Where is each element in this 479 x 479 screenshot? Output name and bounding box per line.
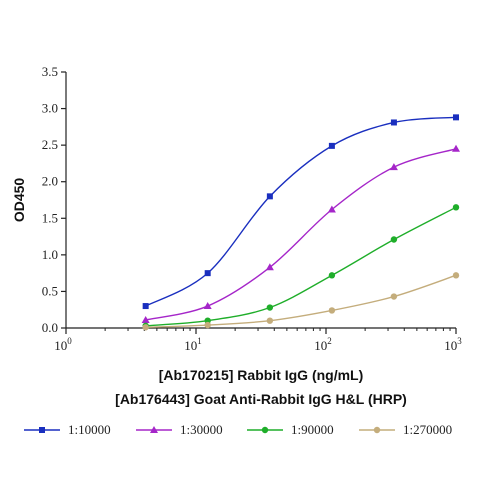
data-point (390, 236, 398, 243)
data-point (452, 272, 460, 279)
x-tick-base: 10 (314, 338, 327, 353)
x-tick-exponent: 1 (197, 336, 202, 346)
x-tick-label: 101 (184, 336, 202, 353)
y-axis-title: OD450 (11, 178, 27, 223)
y-tick-label: 2.5 (42, 137, 58, 152)
series-line-4 (145, 274, 457, 328)
series-line-2 (145, 148, 457, 321)
data-point (390, 293, 398, 300)
data-point (142, 303, 149, 310)
legend-item-3: 1:90000 (247, 422, 334, 437)
legend-label: 1:30000 (180, 422, 223, 437)
data-point (390, 119, 397, 126)
x-tick-exponent: 3 (457, 336, 462, 346)
data-point (266, 304, 274, 311)
data-point (327, 205, 336, 213)
y-tick-label: 3.5 (42, 64, 58, 79)
x-tick-exponent: 0 (67, 336, 72, 346)
series-curves (145, 116, 457, 328)
data-point (452, 204, 460, 211)
series-markers (141, 114, 460, 331)
x-tick-base: 10 (184, 338, 197, 353)
data-point (204, 270, 211, 277)
data-point (204, 317, 211, 324)
y-tick-label: 1.5 (42, 210, 58, 225)
series-line-1 (145, 116, 457, 307)
legend-item-2: 1:30000 (136, 422, 223, 437)
legend-swatch-marker (39, 427, 45, 433)
legend: 1:10000 1:30000 1:90000 1:270000 (24, 422, 452, 437)
y-tick-label: 0.0 (42, 320, 58, 335)
legend-label: 1:270000 (403, 422, 452, 437)
y-tick-label: 3.0 (42, 101, 58, 116)
legend-label: 1:90000 (291, 422, 334, 437)
y-tick-label: 1.0 (42, 247, 58, 262)
legend-label: 1:10000 (68, 422, 111, 437)
data-point (141, 315, 150, 323)
data-point (203, 302, 212, 310)
legend-swatch-marker (150, 426, 158, 433)
x-tick-exponent: 2 (327, 336, 332, 346)
x-tick-label: 103 (444, 336, 462, 353)
data-point (265, 263, 274, 271)
data-point (328, 307, 336, 314)
legend-swatch-marker (373, 426, 381, 434)
x-tick-base: 10 (444, 338, 457, 353)
legend-swatch-marker (261, 426, 269, 434)
data-point (266, 317, 274, 324)
data-point (389, 163, 398, 171)
data-point (453, 114, 459, 121)
legend-item-4: 1:270000 (359, 422, 452, 437)
data-point (328, 142, 335, 149)
y-tick-label: 0.5 (42, 283, 58, 298)
series-line-3 (145, 206, 457, 327)
x-axis-title-line1: [Ab170215] Rabbit IgG (ng/mL) (159, 367, 364, 383)
x-axis-title-line2: [Ab176443] Goat Anti-Rabbit IgG H&L (HRP… (115, 391, 407, 407)
data-point (142, 324, 149, 331)
data-point (452, 144, 460, 152)
data-point (204, 321, 211, 329)
data-point (328, 272, 336, 279)
legend-item-1: 1:10000 (24, 422, 111, 437)
data-point (266, 193, 273, 200)
y-tick-label: 2.0 (42, 174, 58, 189)
x-tick-base: 10 (54, 338, 67, 353)
x-tick-label: 102 (314, 336, 332, 353)
x-tick-label: 100 (54, 336, 72, 353)
